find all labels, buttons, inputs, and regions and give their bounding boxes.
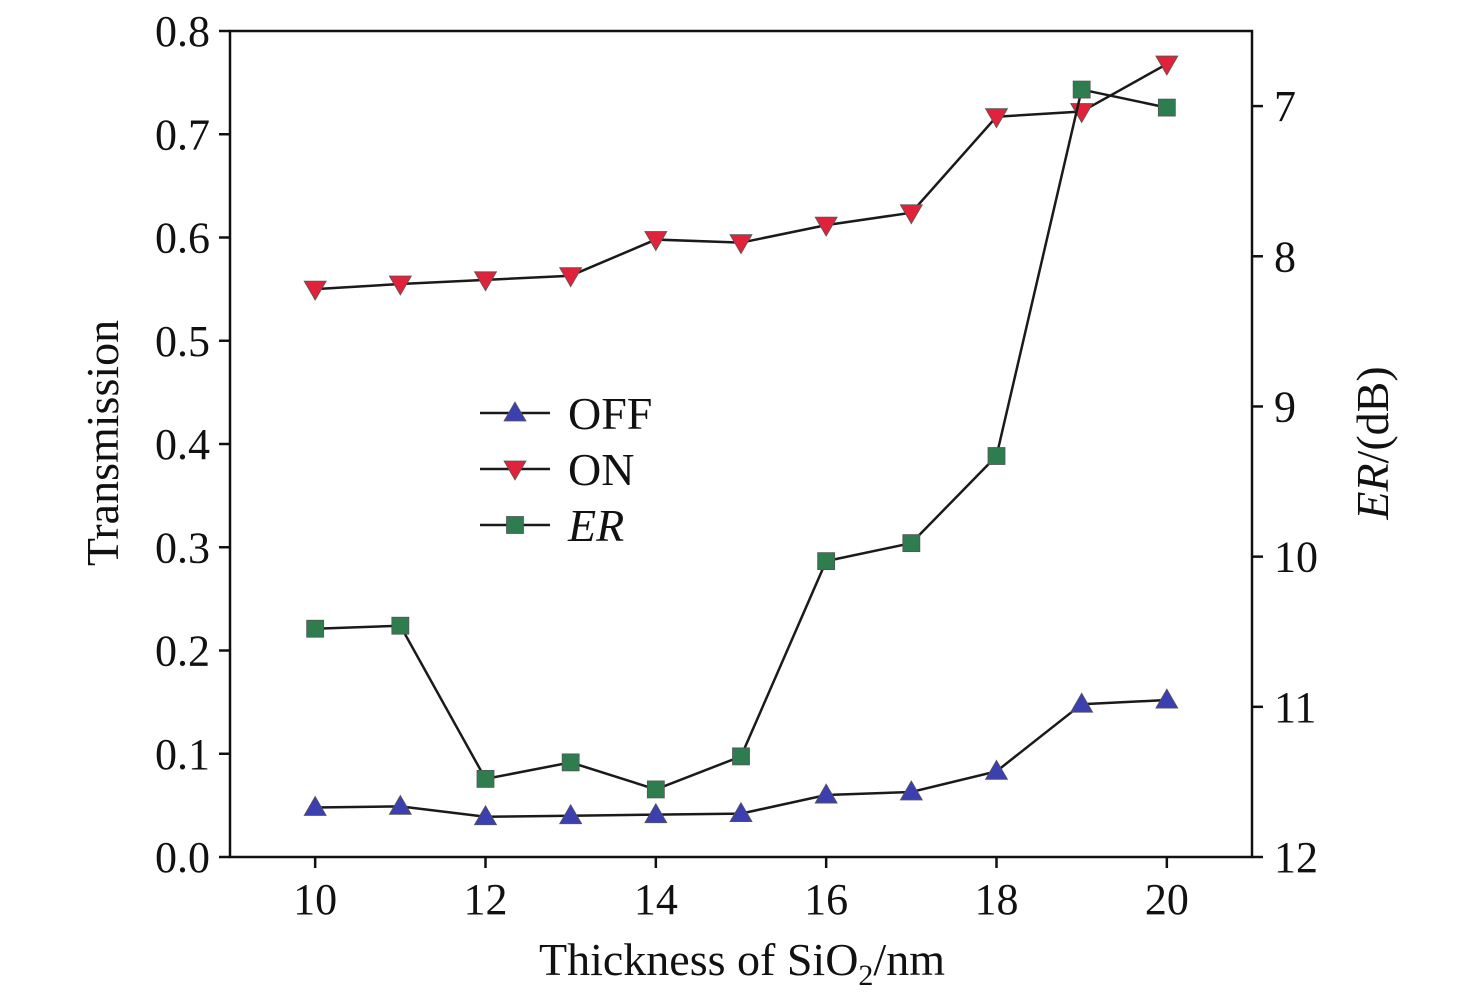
plot-frame	[228, 29, 1254, 859]
legend-marker-er	[506, 516, 524, 534]
data-point-off	[984, 759, 1009, 780]
data-point-on	[984, 108, 1009, 129]
legend-item-er: ER	[480, 500, 624, 551]
legend-marker-on	[503, 460, 527, 481]
x-axis-title-subscript: 2	[858, 959, 873, 992]
series-layer	[303, 55, 1179, 826]
data-point-er	[1072, 80, 1091, 99]
series-er	[306, 80, 1176, 799]
y-left-tick-label: 0.7	[155, 110, 210, 159]
y-right-tick-label: 12	[1274, 833, 1318, 882]
y-left-tick-label: 0.2	[155, 627, 210, 676]
plot-border	[228, 29, 1254, 859]
x-axis: 10 12 14 16 18 20	[293, 857, 1189, 924]
y-axis-left: 0.0 0.1 0.2 0.3 0.4 0.5 0.6 0.7 0.8	[155, 7, 230, 882]
data-point-er	[391, 616, 410, 635]
data-point-on	[899, 204, 924, 225]
data-point-off	[558, 803, 583, 825]
y-right-tick-label: 7	[1274, 82, 1296, 131]
data-point-er	[817, 552, 836, 571]
y-left-tick-label: 0.3	[155, 523, 210, 572]
data-point-er	[732, 747, 750, 766]
data-point-on	[729, 234, 753, 255]
series-line-on	[315, 62, 1168, 291]
data-point-on	[644, 231, 668, 252]
y-left-tick-label: 0.6	[155, 214, 210, 263]
data-point-er	[476, 770, 495, 788]
y-axis-left-title: Transmission	[77, 320, 128, 566]
data-point-on	[1155, 55, 1179, 76]
data-point-off	[303, 795, 327, 816]
data-point-er	[561, 753, 580, 772]
y-axis-right-title: ER/(dB)	[1347, 366, 1398, 520]
y-right-tick-label: 11	[1274, 683, 1316, 732]
y-right-tick-label: 9	[1274, 382, 1296, 431]
data-point-on	[814, 216, 838, 237]
legend-item-on: ON	[480, 444, 634, 495]
y-left-tick-label: 0.8	[155, 7, 210, 56]
legend-label-off: OFF	[568, 388, 652, 439]
x-tick-label: 20	[1145, 875, 1189, 924]
data-point-er	[902, 534, 921, 553]
data-point-off	[729, 801, 753, 823]
data-point-off	[644, 802, 668, 824]
x-axis-title-tail: /nm	[873, 934, 945, 985]
data-point-on	[303, 280, 327, 301]
data-point-on	[558, 267, 583, 288]
x-tick-label: 10	[293, 875, 337, 924]
data-point-off	[899, 780, 924, 801]
y-axis-right: 7 8 9 10 11 12	[1252, 82, 1318, 882]
y-left-tick-label: 0.4	[155, 420, 210, 469]
data-point-er	[646, 780, 665, 799]
y-left-tick-label: 0.0	[155, 833, 210, 882]
data-point-on	[473, 271, 498, 292]
series-off	[303, 688, 1179, 826]
data-point-off	[1069, 692, 1094, 713]
data-point-er	[306, 619, 325, 638]
data-point-er	[987, 447, 1006, 465]
data-point-off	[388, 794, 413, 815]
x-axis-title: Thickness of SiO2/nm	[539, 934, 945, 992]
series-line-er	[315, 88, 1168, 791]
legend-marker-off	[503, 401, 527, 422]
data-point-er	[1157, 98, 1176, 117]
data-point-off	[473, 804, 498, 826]
y-right-tick-label: 8	[1274, 232, 1296, 281]
data-point-off	[1155, 688, 1179, 709]
data-point-off	[814, 783, 838, 804]
y-axis-right-title-tail: /(dB)	[1347, 366, 1398, 463]
x-tick-label: 12	[464, 875, 508, 924]
series-on	[303, 55, 1179, 301]
y-axis-right-title-italic: ER	[1347, 463, 1398, 520]
data-point-on	[388, 275, 413, 296]
y-right-tick-label: 10	[1274, 533, 1318, 582]
x-tick-label: 14	[634, 875, 678, 924]
x-tick-label: 18	[975, 875, 1019, 924]
legend-label-er: ER	[567, 500, 624, 551]
y-left-tick-label: 0.1	[155, 730, 210, 779]
y-left-tick-label: 0.5	[155, 317, 210, 366]
x-axis-title-main: Thickness of SiO	[539, 934, 858, 985]
x-tick-label: 16	[804, 875, 848, 924]
legend-label-on: ON	[568, 444, 634, 495]
legend-item-off: OFF	[480, 388, 652, 439]
